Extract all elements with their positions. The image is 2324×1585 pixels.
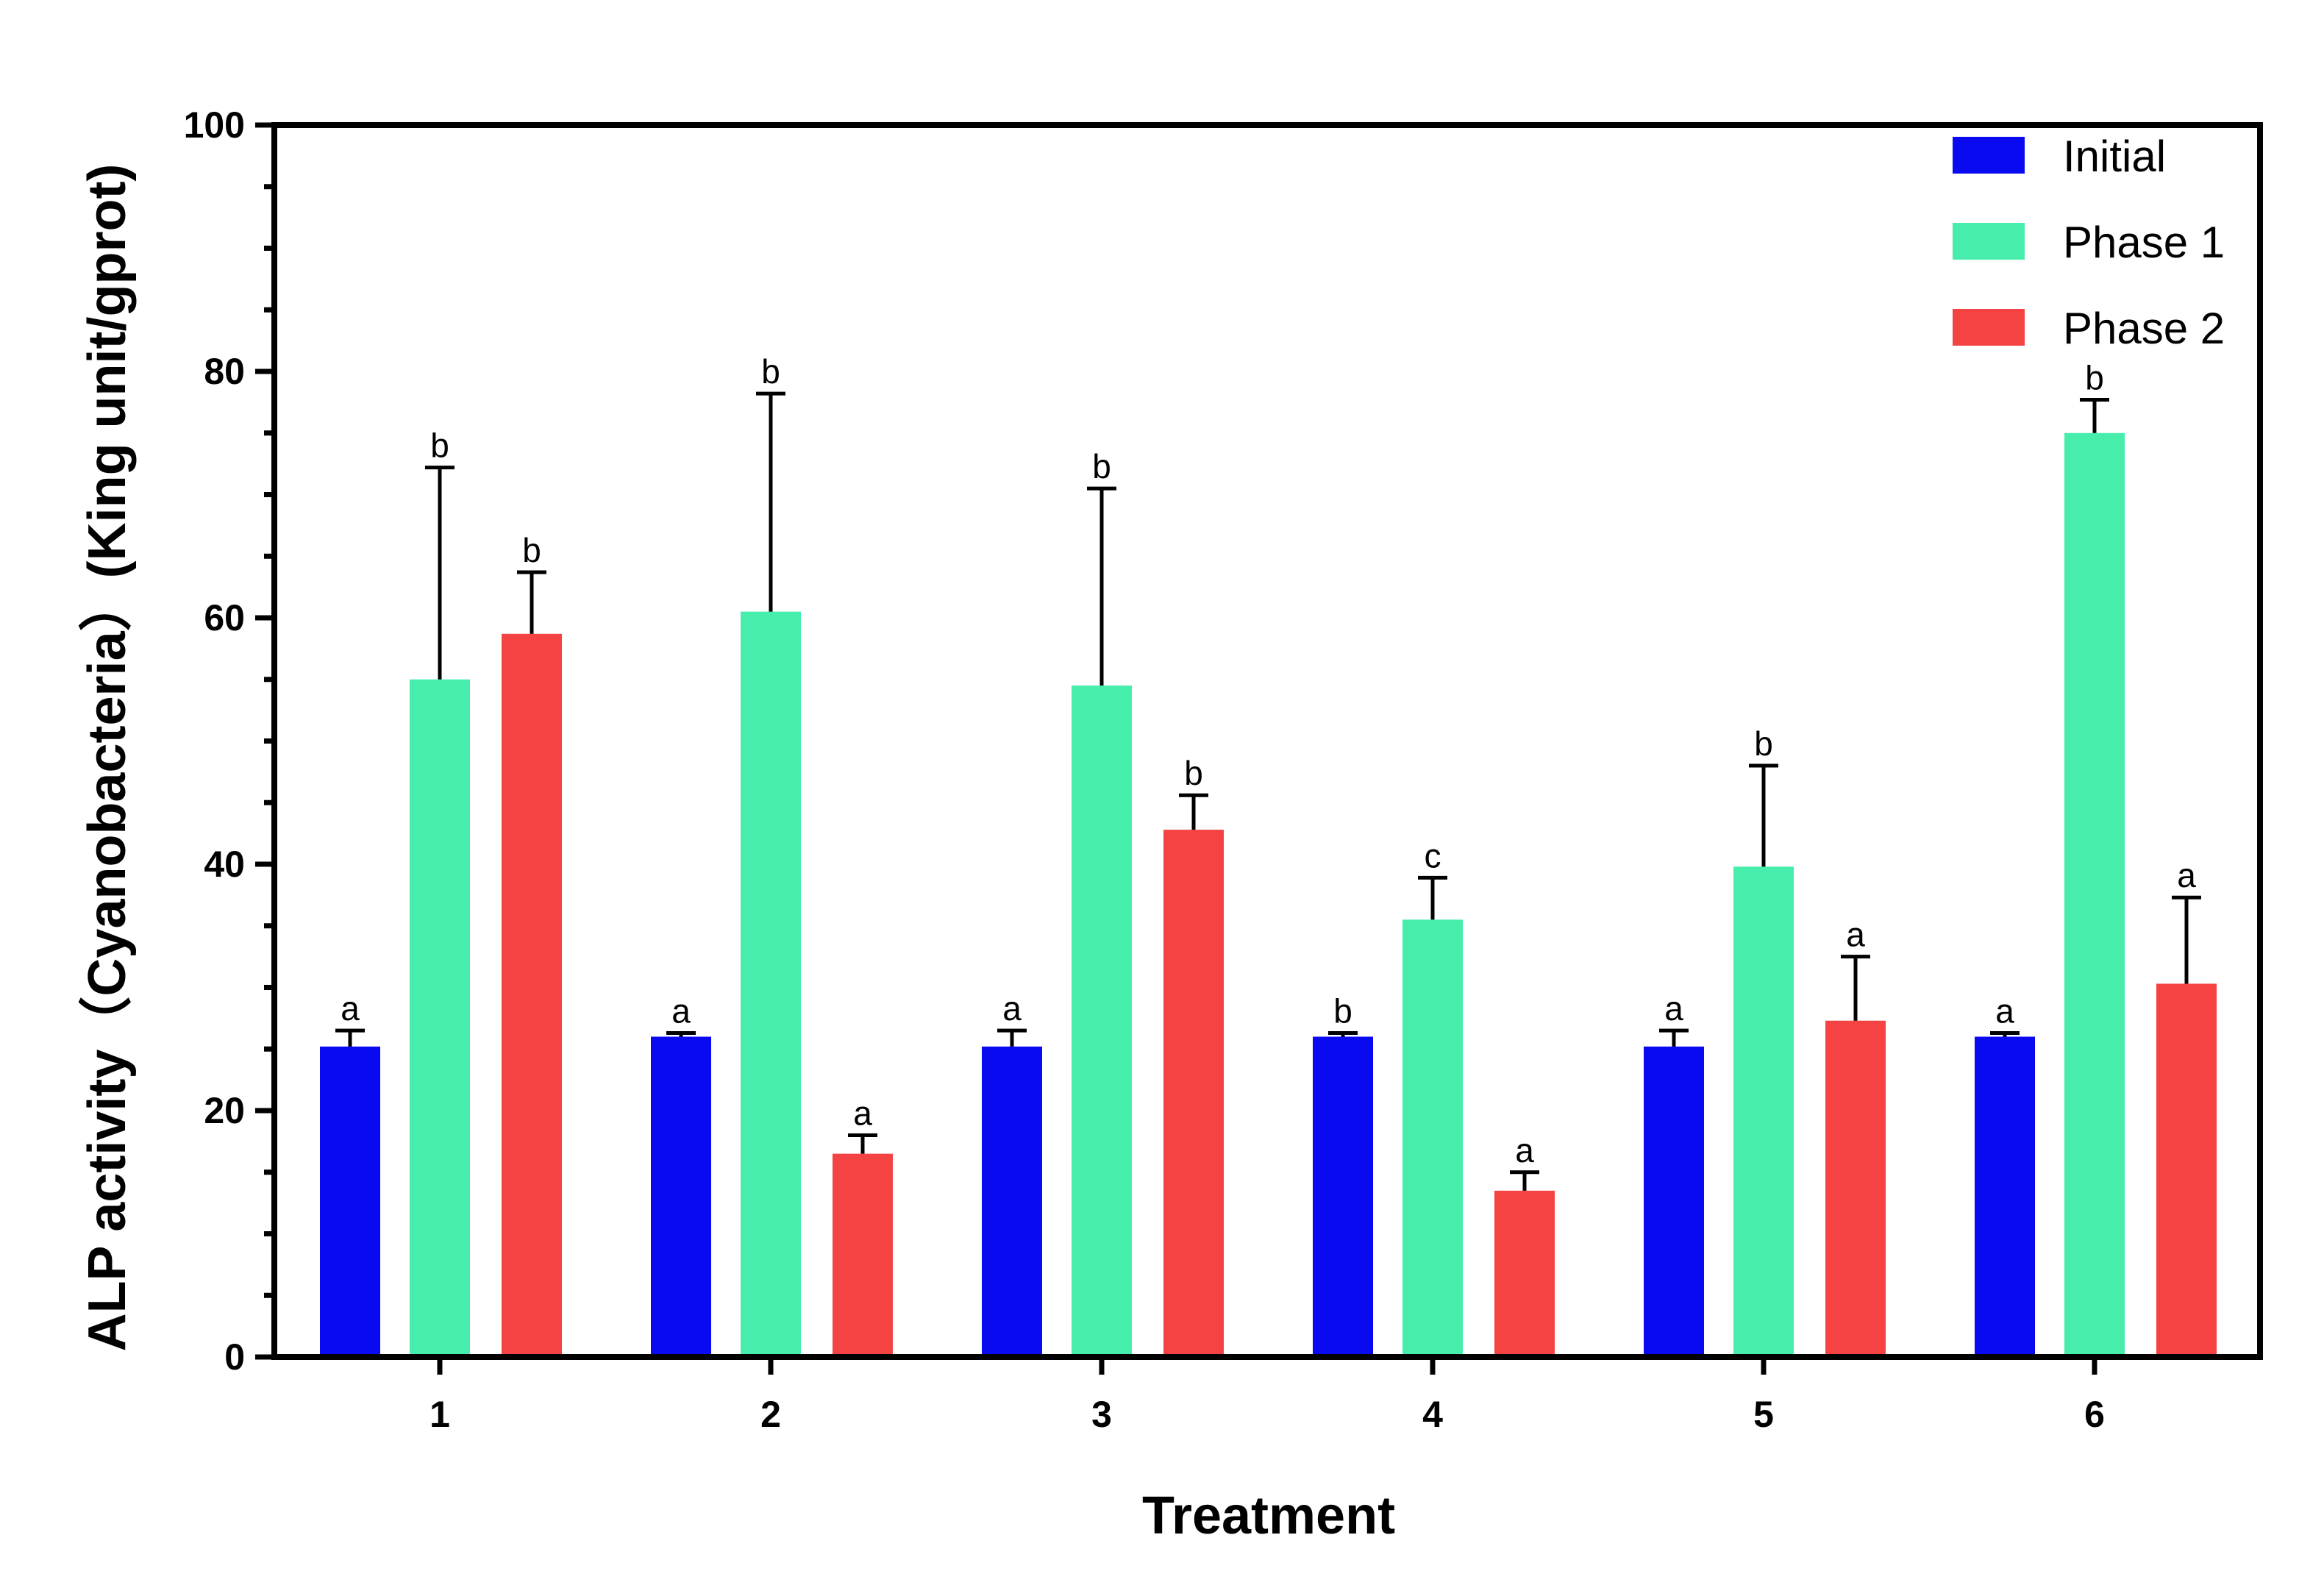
y-axis-title: ALP activity（Cyanobacteria）(King unit/gp… [78, 164, 137, 1352]
bar-initial-t1 [320, 1046, 380, 1357]
bar-phase-2-t2 [833, 1153, 893, 1357]
bar-phase-1-t1 [410, 679, 470, 1357]
x-tick-label: 2 [760, 1394, 781, 1435]
significance-letter: b [522, 531, 541, 569]
significance-letter: a [1995, 991, 2014, 1030]
significance-letter: b [1092, 447, 1111, 485]
y-tick-label: 0 [224, 1336, 245, 1378]
bars-layer [320, 432, 2217, 1357]
significance-letter: a [853, 1094, 872, 1133]
y-tick-label: 80 [204, 351, 245, 392]
significance-letter: a [2177, 856, 2196, 894]
significance-letters-layer: a a a b a a b b b c b b b a b a a a [341, 352, 2196, 1169]
x-tick-label: 3 [1091, 1394, 1112, 1435]
bar-phase-2-t6 [2156, 983, 2217, 1357]
legend-swatch-phase-2 [1953, 309, 2025, 346]
bar-phase-1-t5 [1733, 866, 1794, 1357]
bar-phase-1-t6 [2064, 432, 2125, 1357]
bar-phase-2-t4 [1494, 1190, 1555, 1357]
bar-phase-1-t2 [741, 611, 801, 1357]
legend: Initial Phase 1 Phase 2 [1953, 132, 2225, 353]
bar-initial-t4 [1313, 1036, 1373, 1357]
bar-phase-2-t5 [1825, 1020, 1886, 1357]
x-axis-title: Treatment [1142, 1486, 1395, 1545]
bar-initial-t5 [1644, 1046, 1704, 1357]
y-tick-label: 40 [204, 844, 245, 885]
bar-phase-1-t3 [1072, 685, 1132, 1357]
legend-swatch-initial [1953, 137, 2025, 174]
error-bars-layer [335, 391, 2201, 1191]
legend-swatch-phase-1 [1953, 223, 2025, 260]
bar-initial-t3 [982, 1046, 1042, 1357]
y-tick-label: 100 [184, 104, 245, 146]
bar-initial-t2 [651, 1036, 711, 1357]
legend-label-phase-1: Phase 1 [2063, 218, 2225, 267]
significance-letter: b [430, 427, 449, 465]
significance-letter: b [1184, 754, 1203, 792]
x-tick-label: 6 [2084, 1394, 2105, 1435]
legend-label-phase-2: Phase 2 [2063, 304, 2225, 353]
y-tick-label: 60 [204, 597, 245, 638]
significance-letter: c [1425, 836, 1441, 875]
bar-phase-1-t4 [1402, 919, 1463, 1357]
significance-letter: a [1002, 989, 1022, 1027]
significance-letter: a [1515, 1131, 1534, 1169]
significance-letter: b [1333, 991, 1352, 1030]
x-tick-label: 4 [1422, 1394, 1443, 1435]
bar-phase-2-t3 [1163, 830, 1224, 1357]
significance-letter: a [671, 991, 691, 1030]
significance-letter: b [1754, 724, 1773, 763]
axes-layer: 0 20 40 60 80 100 1 2 3 4 5 6 [184, 104, 2263, 1435]
x-tick-label: 1 [429, 1394, 450, 1435]
significance-letter: b [2085, 359, 2104, 397]
x-tick-label: 5 [1753, 1394, 1774, 1435]
legend-label-initial: Initial [2063, 132, 2166, 181]
bar-initial-t6 [1975, 1036, 2035, 1357]
y-tick-label: 20 [204, 1090, 245, 1131]
significance-letter: a [1846, 916, 1865, 954]
significance-letter: b [761, 352, 780, 391]
significance-letter: a [1664, 989, 1683, 1027]
bar-phase-2-t1 [502, 633, 562, 1357]
significance-letter: a [341, 989, 360, 1027]
